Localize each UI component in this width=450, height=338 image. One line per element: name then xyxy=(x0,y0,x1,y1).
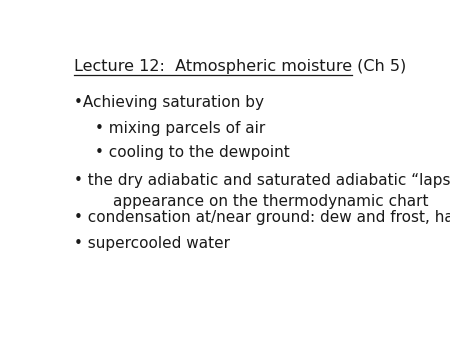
Text: • mixing parcels of air: • mixing parcels of air xyxy=(94,121,265,136)
Text: • condensation at/near ground: dew and frost, haze and fog: • condensation at/near ground: dew and f… xyxy=(74,210,450,225)
Text: •Achieving saturation by: •Achieving saturation by xyxy=(74,95,264,110)
Text: • the dry adiabatic and saturated adiabatic “lapse rates” and their
        appe: • the dry adiabatic and saturated adiaba… xyxy=(74,173,450,209)
Text: • cooling to the dewpoint: • cooling to the dewpoint xyxy=(94,145,289,160)
Text: (Ch 5): (Ch 5) xyxy=(352,59,406,74)
Text: • supercooled water: • supercooled water xyxy=(74,236,230,251)
Text: Lecture 12:  Atmospheric moisture: Lecture 12: Atmospheric moisture xyxy=(74,59,352,74)
